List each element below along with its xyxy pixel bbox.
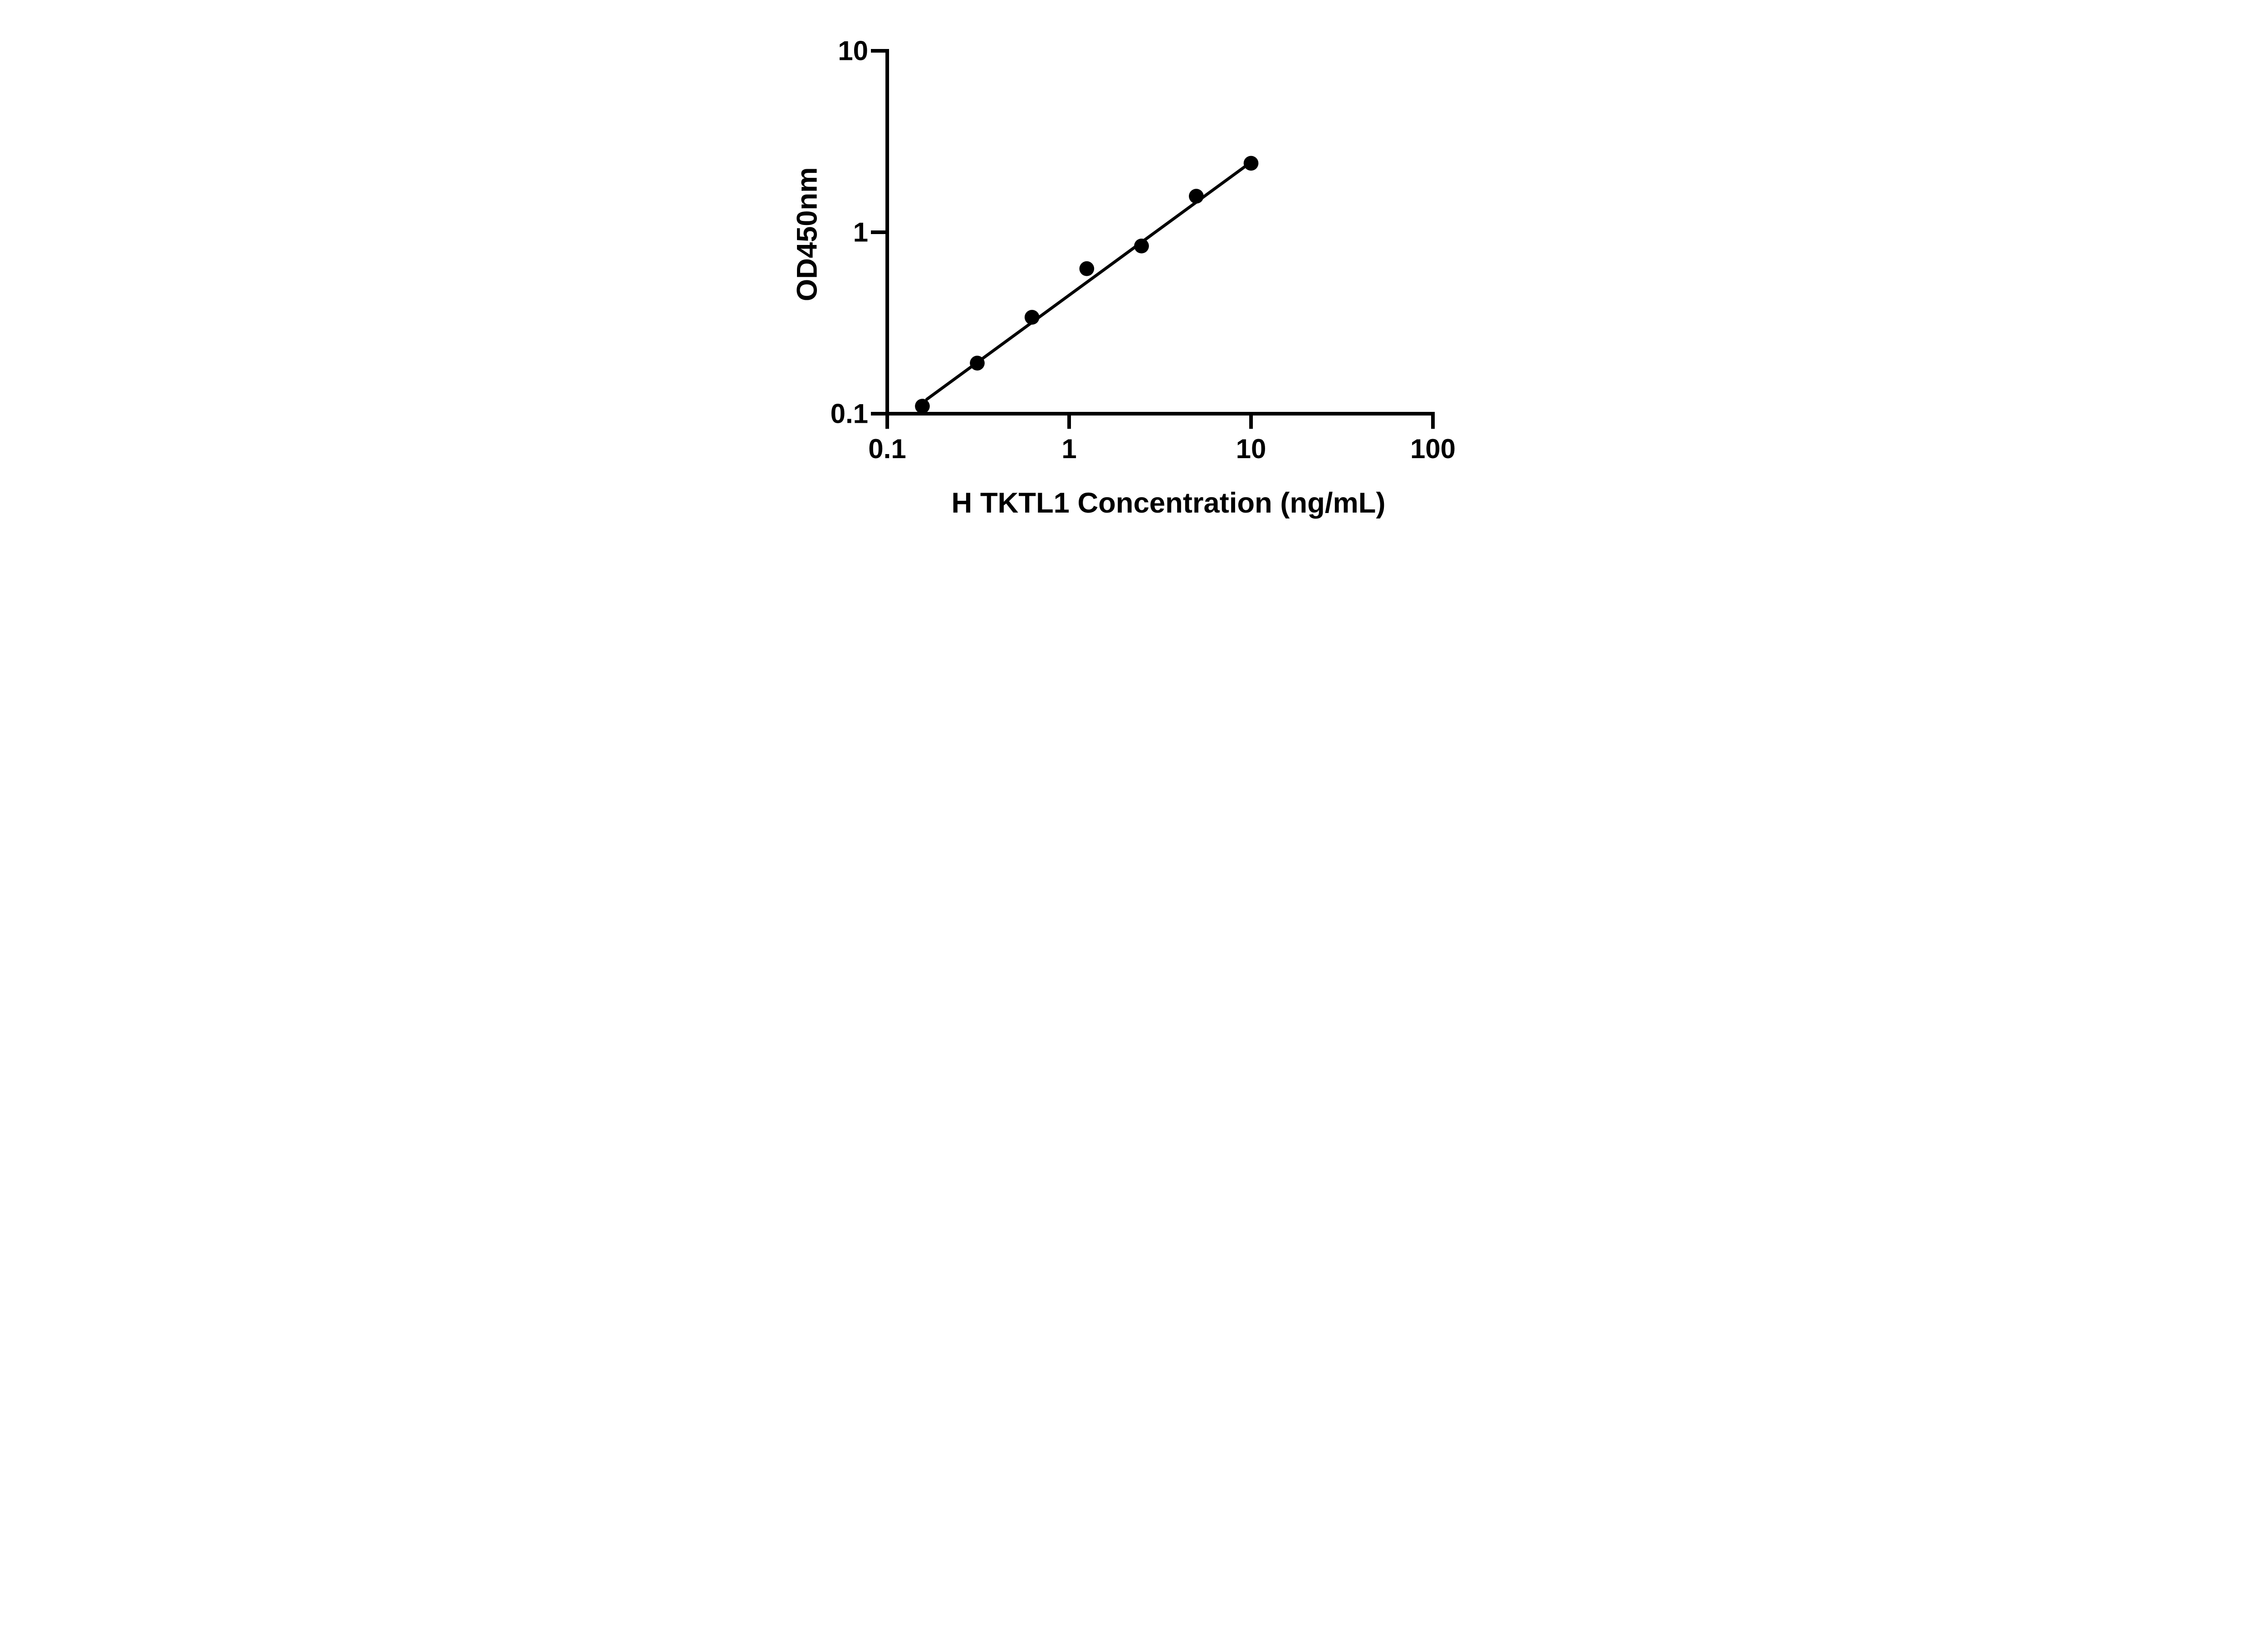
y-tick-label: 1 xyxy=(853,217,868,248)
data-point xyxy=(1024,310,1040,325)
x-tick-label: 1 xyxy=(1061,434,1076,464)
x-tick-label: 10 xyxy=(1236,434,1266,464)
data-point xyxy=(970,356,985,371)
data-point xyxy=(1134,238,1149,254)
y-tick-label: 0.1 xyxy=(831,399,868,429)
axes-layer xyxy=(871,49,1435,429)
x-tick-label: 0.1 xyxy=(868,434,906,464)
data-point xyxy=(915,399,930,414)
chart-canvas: 0.1 1 10 100 0.1 1 10 H TKTL1 Concentration (n… xyxy=(753,0,1515,544)
x-axis-title: H TKTL1 Concentration (ng/mL) xyxy=(952,487,1386,519)
chart-background xyxy=(753,0,1515,544)
y-tick-label: 10 xyxy=(838,36,868,66)
data-point xyxy=(1079,261,1095,276)
x-tick-label: 100 xyxy=(1410,434,1456,464)
data-point-layer xyxy=(915,156,1259,414)
y-axis-title: OD450nm xyxy=(791,167,823,302)
tick-label-layer: 0.1 1 10 100 0.1 1 10 xyxy=(831,36,1456,464)
data-point xyxy=(1243,156,1259,171)
elisa-standard-curve-figure: 0.1 1 10 100 0.1 1 10 H TKTL1 Concentration (n… xyxy=(753,0,1515,544)
data-point xyxy=(1188,189,1204,204)
